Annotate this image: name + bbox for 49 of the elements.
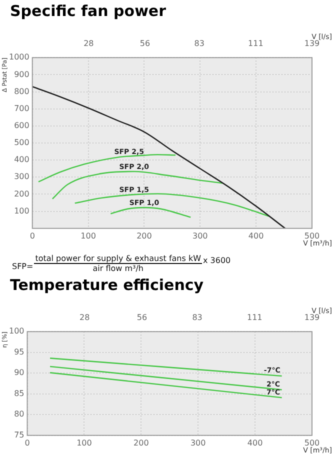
y-tick-label: 80 bbox=[14, 410, 24, 419]
x-tick-label: 100 bbox=[76, 438, 92, 448]
text: x 3600 bbox=[203, 256, 231, 264]
y-tick-label: 600 bbox=[14, 121, 30, 130]
x-tick-label: 300 bbox=[190, 438, 206, 448]
x2-tick-label: 28 bbox=[80, 312, 90, 322]
chart-title: Specific fan power bbox=[9, 1, 167, 20]
x-tick-label: 300 bbox=[192, 231, 208, 240]
x2-tick-label: 83 bbox=[194, 38, 204, 48]
x-tick-label: 200 bbox=[134, 438, 149, 448]
y-tick-label: 1000 bbox=[9, 52, 30, 62]
y-tick-label: 500 bbox=[14, 138, 30, 148]
text: air flow m³/h bbox=[92, 264, 144, 272]
x-tick-label: 500 bbox=[304, 438, 320, 448]
x2-tick-label: 139 bbox=[304, 312, 320, 322]
y-tick-label: 90 bbox=[14, 368, 24, 378]
x-tick-label: 0 bbox=[30, 231, 35, 240]
chart-title: Temperature efficiency bbox=[9, 275, 205, 294]
y-tick-label: 900 bbox=[14, 70, 30, 79]
x-tick-label: 500 bbox=[304, 231, 320, 240]
x2-tick-label: 111 bbox=[248, 38, 264, 48]
x-tick-label: 200 bbox=[136, 231, 152, 240]
x2-tick-label: 56 bbox=[140, 38, 150, 48]
line-series bbox=[52, 170, 224, 200]
y-tick-label: 200 bbox=[14, 189, 30, 198]
y-tick-label: 85 bbox=[14, 388, 24, 398]
y-tick-label: 400 bbox=[14, 155, 30, 164]
y-tick-label: 95 bbox=[14, 347, 24, 356]
x-tick-label: 400 bbox=[248, 231, 264, 240]
y-tick-label: 700 bbox=[14, 104, 30, 113]
y-tick-label: 300 bbox=[14, 172, 30, 182]
x2-tick-label: 83 bbox=[192, 312, 202, 322]
line-series bbox=[74, 193, 270, 217]
y-tick-label: 800 bbox=[14, 86, 30, 96]
y-tick-label: 75 bbox=[14, 430, 24, 440]
y-tick-label: 100 bbox=[14, 206, 30, 216]
x-tick-label: 400 bbox=[247, 438, 263, 448]
y-tick-label: 100 bbox=[8, 326, 24, 336]
x2-tick-label: 28 bbox=[84, 38, 94, 48]
x2-tick-label: 139 bbox=[304, 38, 320, 48]
x-tick-label: 100 bbox=[80, 231, 96, 240]
line-series bbox=[32, 86, 286, 228]
text: SFP= bbox=[12, 262, 34, 270]
x2-tick-label: 56 bbox=[136, 312, 148, 322]
text: total power for supply & exhaust fans kW bbox=[34, 254, 202, 264]
line-series bbox=[38, 154, 176, 182]
x2-tick-label: 111 bbox=[247, 312, 262, 322]
line-series bbox=[110, 206, 192, 218]
x-tick-label: 0 bbox=[24, 438, 30, 448]
